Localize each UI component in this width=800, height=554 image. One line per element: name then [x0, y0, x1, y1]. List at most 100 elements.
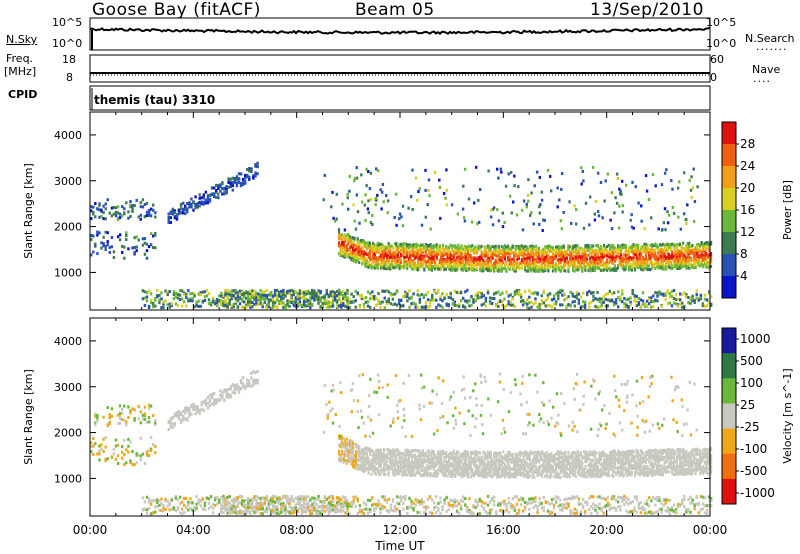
scatter-cell	[658, 243, 661, 247]
scatter-cell	[496, 263, 499, 267]
scatter-cell	[437, 263, 440, 267]
scatter-cell	[319, 305, 322, 309]
scatter-cell	[595, 257, 598, 261]
scatter-cell	[514, 253, 517, 257]
scatter-cell	[555, 269, 558, 273]
scatter-cell	[579, 262, 582, 266]
scatter-cell	[431, 266, 434, 270]
scatter-cell	[298, 294, 302, 298]
scatter-cell	[648, 254, 651, 258]
scatter-cell	[329, 290, 333, 294]
scatter-cell	[666, 289, 669, 293]
scatter-cell	[620, 244, 623, 248]
scatter-cell	[322, 198, 325, 202]
scatter-cell	[680, 261, 683, 265]
scatter-cell	[486, 254, 489, 258]
scatter-cell	[596, 249, 599, 253]
scatter-cell	[509, 303, 512, 307]
scatter-cell	[100, 246, 103, 250]
scatter-cell	[588, 289, 591, 293]
scatter-cell	[390, 244, 393, 248]
scatter-cell	[339, 253, 342, 257]
scatter-cell	[292, 303, 295, 307]
scatter-cell	[387, 249, 390, 253]
scatter-cell	[572, 244, 575, 248]
scatter-cell	[576, 260, 579, 264]
scatter-cell	[569, 245, 572, 249]
scatter-cell	[240, 291, 244, 294]
scatter-cell	[452, 262, 455, 266]
scatter-cell	[545, 245, 548, 249]
scatter-cell	[278, 291, 281, 295]
scatter-cell	[672, 211, 676, 215]
scatter-cell	[152, 246, 155, 249]
scatter-cell	[476, 248, 479, 252]
scatter-cell	[208, 199, 212, 203]
scatter-cell	[393, 216, 396, 219]
scatter-cell	[135, 245, 138, 249]
scatter-cell	[496, 260, 499, 264]
scatter-cell	[696, 243, 699, 247]
scatter-cell	[418, 246, 421, 250]
scatter-cell	[469, 248, 472, 252]
scatter-cell	[571, 292, 574, 296]
scatter-cell	[499, 263, 502, 267]
scatter-cell	[477, 260, 480, 264]
scatter-cell	[393, 261, 396, 265]
scatter-cell	[559, 290, 562, 294]
scatter-cell	[406, 292, 409, 296]
scatter-cell	[533, 248, 536, 251]
scatter-cell	[398, 260, 401, 264]
scatter-cell	[654, 267, 657, 270]
scatter-cell	[232, 302, 235, 306]
scatter-cell	[530, 291, 533, 295]
scatter-cell	[485, 263, 488, 266]
scatter-cell	[139, 213, 142, 217]
scatter-cell	[365, 265, 368, 269]
scatter-cell	[569, 264, 572, 268]
scatter-cell	[702, 255, 705, 259]
scatter-cell	[630, 213, 633, 217]
scatter-cell	[692, 248, 695, 252]
scatter-cell	[224, 290, 227, 294]
scatter-cell	[637, 297, 641, 300]
scatter-cell	[596, 171, 600, 175]
scatter-cell	[691, 294, 694, 298]
scatter-cell	[454, 246, 457, 249]
scatter-cell	[242, 300, 246, 304]
scatter-cell	[572, 256, 575, 260]
scatter-cell	[621, 179, 624, 183]
scatter-cell	[675, 250, 678, 254]
scatter-cell	[406, 259, 409, 263]
scatter-cell	[418, 262, 421, 266]
scatter-cell	[449, 263, 452, 267]
scatter-cell	[472, 256, 475, 260]
scatter-cell	[131, 206, 134, 210]
scatter-cell	[428, 304, 432, 308]
scatter-cell	[703, 297, 707, 301]
scatter-cell	[386, 211, 389, 215]
scatter-cell	[545, 260, 548, 263]
scatter-cell	[633, 297, 636, 301]
scatter-cell	[584, 201, 588, 205]
scatter-cell	[443, 296, 446, 300]
scatter-cell	[358, 305, 362, 309]
scatter-cell	[662, 293, 665, 297]
scatter-cell	[353, 259, 356, 263]
scatter-cell	[520, 266, 523, 270]
scatter-cell	[599, 247, 602, 251]
scatter-cell	[133, 236, 136, 240]
scatter-cell	[527, 252, 530, 256]
scatter-cell	[352, 259, 355, 262]
scatter-cell	[650, 296, 653, 300]
scatter-cell	[675, 256, 678, 260]
scatter-cell	[575, 255, 578, 259]
scatter-cell	[373, 259, 376, 263]
scatter-cell	[188, 205, 191, 209]
scatter-cell	[465, 264, 468, 268]
scatter-cell	[511, 264, 514, 268]
scatter-cell	[541, 263, 544, 267]
scatter-cell	[466, 251, 469, 255]
scatter-cell	[610, 292, 614, 296]
